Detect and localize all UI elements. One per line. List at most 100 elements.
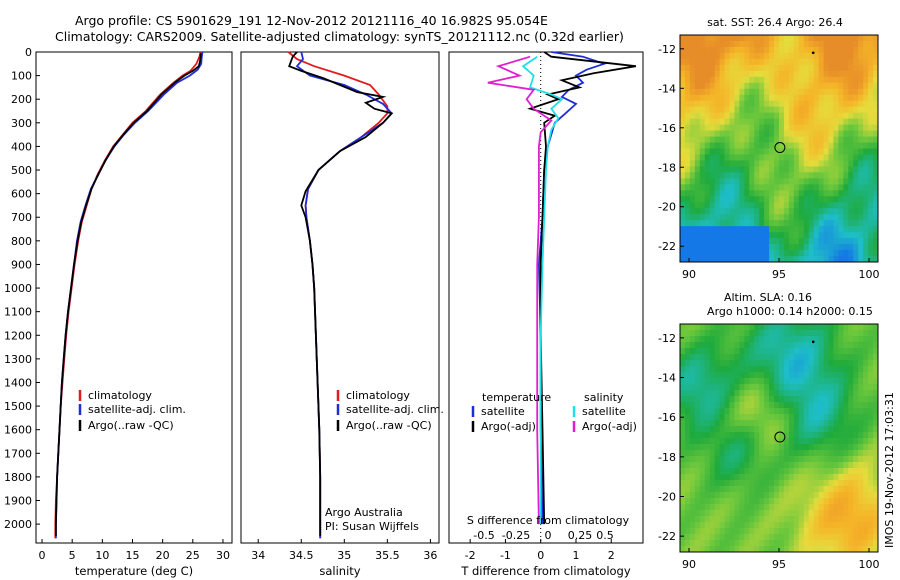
map-cell [714, 148, 720, 155]
map-cell [848, 516, 854, 523]
map-cell [704, 516, 711, 523]
map-cell [868, 70, 874, 78]
map-cell [813, 118, 819, 125]
map-cell [694, 402, 701, 409]
map-cell [774, 468, 780, 475]
map-cell [818, 184, 824, 191]
map-cell [833, 214, 839, 221]
map-cell [699, 534, 706, 541]
map-cell [848, 190, 854, 197]
map-cell [689, 420, 696, 427]
map-cell [853, 76, 859, 84]
map-cell [704, 184, 711, 191]
map-cell [694, 408, 701, 415]
map-cell [709, 70, 716, 78]
float-position-marker [774, 142, 786, 154]
map-cell [858, 540, 864, 547]
map-cell [729, 94, 735, 102]
map-cell [793, 402, 800, 409]
map-cell [808, 432, 815, 439]
map-cell [754, 396, 760, 403]
map-cell [754, 196, 760, 203]
map-cell [798, 250, 805, 257]
map-cell [863, 166, 869, 173]
map-cell [873, 226, 879, 233]
map-cell [754, 366, 760, 373]
map-cell [793, 438, 800, 445]
map-cell [719, 208, 725, 215]
map-cell [719, 432, 725, 439]
map-cell [823, 354, 829, 361]
map-cell [739, 432, 745, 439]
map-cell [754, 342, 760, 349]
map-cell [868, 52, 874, 60]
map-cell [689, 244, 696, 251]
map-cell [779, 456, 785, 463]
map-cell [729, 88, 735, 96]
map-cell [823, 184, 829, 191]
map-cell [868, 486, 874, 493]
map-cell [719, 124, 725, 131]
map-cell [813, 426, 819, 433]
map-cell [833, 462, 839, 469]
map-cell [793, 160, 800, 167]
map-cell [714, 166, 720, 173]
map-cell [853, 360, 859, 367]
map-cell [694, 172, 701, 179]
map-cell [709, 342, 716, 349]
map-cell [769, 474, 775, 481]
map-cell [734, 366, 740, 373]
map-cell [774, 184, 780, 191]
map-cell [783, 336, 790, 343]
map-cell [783, 432, 790, 439]
map-cell [803, 462, 810, 469]
map-cell [694, 202, 701, 209]
map-cell [873, 70, 879, 78]
map-cell [729, 142, 735, 149]
map-cell [729, 208, 735, 215]
map-cell [709, 354, 716, 361]
map-cell [853, 160, 859, 167]
map-cell [680, 220, 686, 227]
map-cell [828, 444, 834, 451]
map-cell [689, 226, 696, 233]
map-cell [684, 546, 691, 553]
map-cell [873, 148, 879, 155]
legend-label: climatology [346, 389, 410, 402]
map-cell [734, 522, 740, 529]
y-tick-label: 1400 [4, 376, 32, 389]
map-cell [803, 438, 810, 445]
map-cell [853, 378, 859, 385]
map-cell [848, 366, 854, 373]
map-cell [853, 510, 859, 517]
map-cell [774, 330, 780, 337]
map-cell [803, 256, 810, 263]
map-cell [783, 82, 790, 90]
map-cell [729, 540, 735, 547]
map-cell [709, 232, 716, 239]
map-cell [724, 498, 730, 505]
y-tick-label: -18 [658, 451, 676, 464]
map-cell [828, 124, 834, 131]
map-cell [709, 378, 716, 385]
map-cell [699, 414, 706, 421]
map-cell [868, 250, 874, 257]
map-cell [744, 372, 750, 379]
map-cell [793, 64, 800, 72]
map-cell [848, 58, 854, 66]
map-cell [788, 492, 795, 499]
x-tick-label: 35.5 [375, 549, 400, 562]
map-cell [694, 438, 701, 445]
map-cell [709, 220, 716, 227]
map-cell [744, 534, 750, 541]
map-cell [694, 58, 701, 66]
map-cell [788, 220, 795, 227]
map-cell [719, 52, 725, 60]
map-cell [868, 336, 874, 343]
map-cell [694, 372, 701, 379]
map-cell [739, 256, 745, 263]
map-cell [719, 232, 725, 239]
map-cell [838, 414, 844, 421]
map-cell [744, 390, 750, 397]
map-cell [749, 444, 755, 451]
